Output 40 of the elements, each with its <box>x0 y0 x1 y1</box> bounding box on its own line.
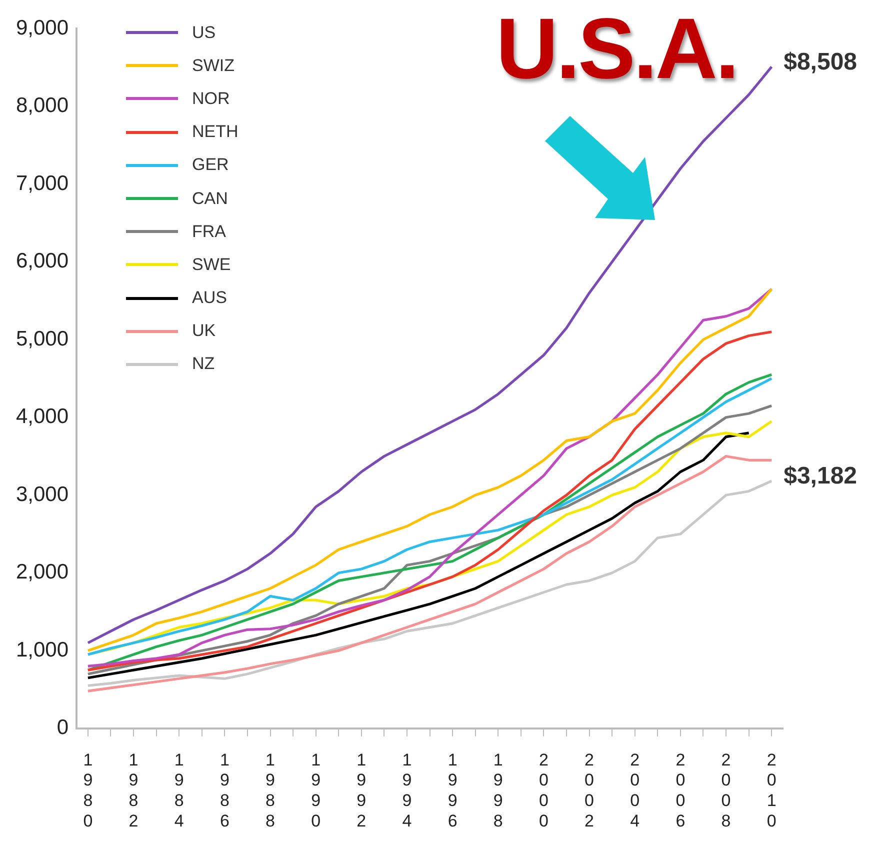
x-tick-label: 1 9 8 0 <box>83 750 93 830</box>
x-tick-label: 1 9 9 4 <box>402 750 412 830</box>
y-tick-label: 9,000 <box>16 16 69 40</box>
legend-label: NETH <box>192 122 238 142</box>
legend-label: AUS <box>192 288 227 308</box>
annotation: U.S.A. <box>496 0 738 99</box>
x-tick-label: 2 0 1 0 <box>766 750 776 830</box>
legend-label: US <box>192 22 216 43</box>
x-tick-label: 1 9 8 4 <box>174 750 184 830</box>
annotation: $8,508 <box>784 48 858 76</box>
y-tick-label: 8,000 <box>16 94 69 118</box>
x-tick-label: 1 9 9 0 <box>311 750 321 830</box>
legend-label: NOR <box>192 88 230 109</box>
y-tick-label: 2,000 <box>16 560 69 584</box>
x-tick-label: 1 9 9 2 <box>356 750 366 830</box>
legend-label: UK <box>192 321 216 342</box>
y-tick-label: 1,000 <box>16 638 69 662</box>
x-tick-label: 2 0 0 2 <box>584 750 594 830</box>
legend-label: SWIZ <box>192 56 234 76</box>
y-tick-label: 6,000 <box>16 250 69 273</box>
legend-label: NZ <box>192 354 215 374</box>
legend-label: FRA <box>192 222 226 242</box>
y-tick-label: 5,000 <box>16 327 69 350</box>
x-tick-label: 2 0 0 4 <box>630 750 640 830</box>
x-tick-label: 1 9 8 6 <box>220 750 230 830</box>
annotation: $3,182 <box>784 462 858 490</box>
x-tick-label: 1 9 9 6 <box>448 750 458 830</box>
y-tick-label: 3,000 <box>16 482 69 506</box>
x-tick-label: 1 9 8 2 <box>128 750 138 830</box>
x-tick-label: 2 0 0 0 <box>538 750 548 830</box>
x-tick-label: 1 9 9 8 <box>493 750 503 830</box>
legend-label: SWE <box>192 254 231 275</box>
y-tick-label: 7,000 <box>16 172 69 195</box>
legend-label: CAN <box>192 188 228 209</box>
y-tick-label: 0 <box>56 716 69 740</box>
y-tick-label: 4,000 <box>16 405 69 428</box>
legend-label: GER <box>192 155 229 176</box>
x-tick-label: 2 0 0 6 <box>676 750 686 830</box>
x-tick-label: 1 9 8 8 <box>266 750 275 830</box>
x-tick-label: 2 0 0 8 <box>721 750 731 830</box>
